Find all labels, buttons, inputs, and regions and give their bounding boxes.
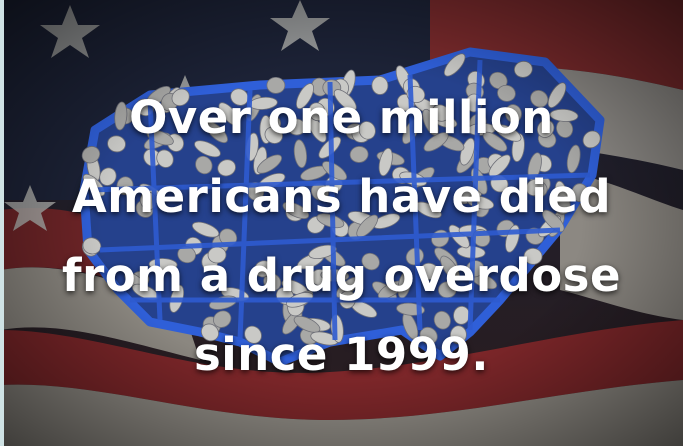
edge xyxy=(0,0,4,446)
headline-line: Over one million xyxy=(129,91,554,144)
headline-line: since 1999. xyxy=(194,328,489,381)
headline-line: Americans have died xyxy=(71,170,612,223)
headline-line: from a drug overdose xyxy=(62,249,621,302)
headline: Over one million Americans have died fro… xyxy=(0,78,683,394)
